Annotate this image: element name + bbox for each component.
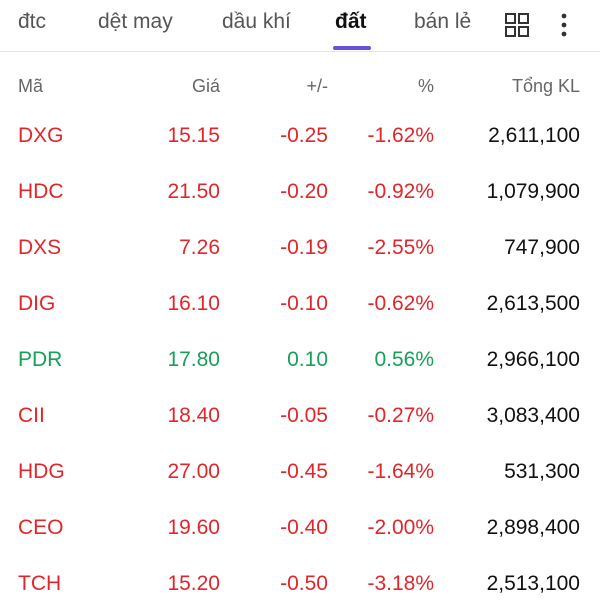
- grid-view-icon[interactable]: [504, 12, 530, 38]
- row-volume: 3,083,400: [486, 404, 580, 427]
- table-row[interactable]: CII 18.40 -0.05 -0.27% 3,083,400: [0, 388, 600, 444]
- tab-ban-le[interactable]: bán lẻ: [414, 10, 472, 33]
- tab-dau-khi[interactable]: dầu khí: [222, 10, 291, 33]
- active-tab-indicator: [333, 46, 371, 50]
- table-row[interactable]: DXG 15.15 -0.25 -1.62% 2,611,100: [0, 108, 600, 164]
- row-price: 16.10: [167, 292, 220, 315]
- table-row[interactable]: DXS 7.26 -0.19 -2.55% 747,900: [0, 220, 600, 276]
- tab-dtc[interactable]: đtc: [18, 10, 47, 33]
- row-volume: 531,300: [504, 460, 580, 483]
- row-volume: 1,079,900: [486, 180, 580, 203]
- row-symbol: CEO: [18, 516, 64, 539]
- row-price: 21.50: [167, 180, 220, 203]
- table-row[interactable]: HDG 27.00 -0.45 -1.64% 531,300: [0, 444, 600, 500]
- row-symbol: HDG: [18, 460, 65, 483]
- tab-dat[interactable]: đất: [335, 10, 367, 33]
- table-row[interactable]: HDC 21.50 -0.20 -0.92% 1,079,900: [0, 164, 600, 220]
- row-price: 27.00: [167, 460, 220, 483]
- row-symbol: DIG: [18, 292, 56, 315]
- more-vertical-icon[interactable]: [554, 12, 574, 38]
- row-change: -0.25: [280, 124, 328, 147]
- row-symbol: DXG: [18, 124, 64, 147]
- row-change: 0.10: [287, 348, 328, 371]
- row-price: 17.80: [167, 348, 220, 371]
- row-price: 19.60: [167, 516, 220, 539]
- row-price: 7.26: [179, 236, 220, 259]
- row-percent: -1.62%: [367, 124, 434, 147]
- row-change: -0.20: [280, 180, 328, 203]
- table-row[interactable]: DIG 16.10 -0.10 -0.62% 2,613,500: [0, 276, 600, 332]
- tab-det-may[interactable]: dệt may: [98, 10, 173, 33]
- row-change: -0.50: [280, 572, 328, 595]
- row-percent: -2.00%: [367, 516, 434, 539]
- header-price[interactable]: Giá: [191, 76, 220, 96]
- table-header: Mã Giá +/- % Tổng KL: [0, 66, 600, 106]
- row-percent: -1.64%: [367, 460, 434, 483]
- row-volume: 2,613,500: [486, 292, 580, 315]
- table-row[interactable]: CEO 19.60 -0.40 -2.00% 2,898,400: [0, 500, 600, 556]
- row-change: -0.10: [280, 292, 328, 315]
- row-change: -0.40: [280, 516, 328, 539]
- row-symbol: HDC: [18, 180, 64, 203]
- row-percent: 0.56%: [374, 348, 434, 371]
- row-percent: -0.62%: [367, 292, 434, 315]
- header-volume[interactable]: Tổng KL: [511, 76, 580, 96]
- header-percent[interactable]: %: [417, 76, 434, 96]
- stock-table: DXG 15.15 -0.25 -1.62% 2,611,100 HDC 21.…: [0, 108, 600, 612]
- row-symbol: PDR: [18, 348, 63, 371]
- row-symbol: CII: [18, 404, 45, 427]
- row-percent: -0.92%: [367, 180, 434, 203]
- row-volume: 2,611,100: [488, 124, 580, 147]
- row-volume: 2,966,100: [486, 348, 580, 371]
- row-change: -0.05: [280, 404, 328, 427]
- row-volume: 2,898,400: [486, 516, 580, 539]
- row-change: -0.45: [280, 460, 328, 483]
- row-price: 15.20: [167, 572, 220, 595]
- row-volume: 2,513,100: [486, 572, 580, 595]
- category-tab-bar: đtc dệt may dầu khí đất bán lẻ: [0, 0, 600, 52]
- row-symbol: DXS: [18, 236, 62, 259]
- header-change[interactable]: +/-: [306, 76, 328, 96]
- row-percent: -2.55%: [367, 236, 434, 259]
- row-price: 15.15: [167, 124, 220, 147]
- row-change: -0.19: [280, 236, 328, 259]
- row-percent: -3.18%: [367, 572, 434, 595]
- table-row[interactable]: PDR 17.80 0.10 0.56% 2,966,100: [0, 332, 600, 388]
- header-symbol[interactable]: Mã: [18, 76, 44, 96]
- row-price: 18.40: [167, 404, 220, 427]
- row-volume: 747,900: [504, 236, 580, 259]
- table-row[interactable]: TCH 15.20 -0.50 -3.18% 2,513,100: [0, 556, 600, 612]
- row-symbol: TCH: [18, 572, 62, 595]
- row-percent: -0.27%: [367, 404, 434, 427]
